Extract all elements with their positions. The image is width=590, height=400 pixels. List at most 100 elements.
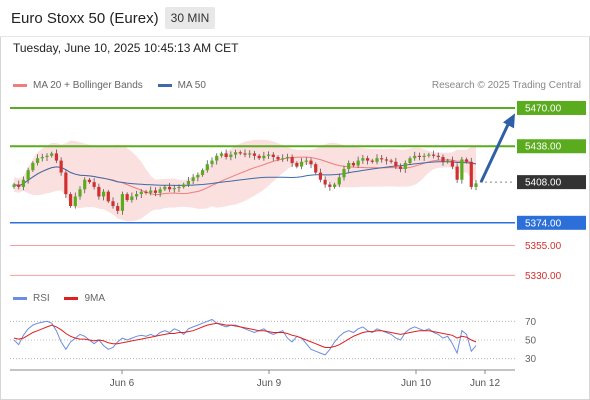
candle-bull bbox=[427, 154, 431, 156]
candle-bear bbox=[389, 160, 393, 162]
candle-bull bbox=[347, 162, 351, 169]
candle-bull bbox=[149, 190, 153, 193]
candle-bull bbox=[73, 196, 77, 207]
candle-bear bbox=[97, 186, 101, 197]
candle-bull bbox=[101, 191, 106, 197]
candle-bear bbox=[54, 153, 59, 161]
header-bar: Euro Stoxx 50 (Eurex) 30 MIN bbox=[0, 0, 590, 37]
candle-bull bbox=[266, 154, 271, 156]
level-label: 5330.00 bbox=[525, 271, 562, 282]
candle-bear bbox=[243, 153, 247, 155]
rsi-tick-label: 70 bbox=[525, 317, 537, 328]
candle-bear bbox=[431, 154, 436, 156]
candle-bull bbox=[163, 186, 167, 190]
candle-bull bbox=[342, 168, 346, 178]
candle-bear bbox=[394, 161, 398, 167]
candle-bear bbox=[436, 155, 440, 158]
candle-bull bbox=[356, 160, 360, 166]
candle-bear bbox=[271, 154, 275, 158]
ma50-line bbox=[13, 161, 477, 187]
price-legend: MA 20 + Bollinger Bands MA 50 bbox=[13, 80, 218, 91]
candle-bull bbox=[285, 157, 290, 159]
candle-bull bbox=[233, 152, 238, 155]
candle-bull bbox=[375, 158, 379, 162]
rsi-panel: 70 50 30 bbox=[10, 317, 537, 365]
candle-bear bbox=[106, 191, 110, 202]
candle-bear bbox=[167, 186, 172, 190]
candle-bear bbox=[450, 160, 455, 167]
candle-bear bbox=[370, 160, 374, 162]
candle-bear bbox=[464, 159, 469, 162]
candle-bear bbox=[318, 172, 323, 180]
candle-bear bbox=[64, 172, 68, 195]
candle-bull bbox=[210, 160, 214, 165]
candle-bull bbox=[196, 174, 200, 178]
candle-bull bbox=[134, 194, 139, 197]
legend-label-ma20: MA 20 + Bollinger Bands bbox=[33, 80, 143, 91]
candle-bear bbox=[314, 164, 318, 173]
candle-bull bbox=[186, 180, 191, 185]
candle-bear bbox=[417, 155, 422, 158]
legend-item-rsi: RSI bbox=[13, 293, 50, 304]
candle-bear bbox=[323, 179, 327, 185]
candle-bull bbox=[403, 162, 407, 169]
candle-bull bbox=[158, 189, 162, 193]
candle-bear bbox=[365, 158, 370, 161]
candle-bull bbox=[229, 154, 233, 158]
candle-bull bbox=[337, 177, 341, 185]
candle-bear bbox=[398, 166, 403, 169]
candle-bull bbox=[299, 161, 304, 167]
level-label: 5374.00 bbox=[525, 218, 562, 229]
level-label-bg bbox=[517, 215, 586, 230]
candle-bear bbox=[351, 162, 356, 166]
candle-bull bbox=[182, 184, 186, 187]
candle-bull bbox=[83, 179, 87, 190]
candle-bull bbox=[474, 183, 478, 187]
candle-bear bbox=[441, 157, 445, 162]
candle-bull bbox=[200, 170, 205, 175]
x-tick-label: Jun 9 bbox=[257, 378, 282, 389]
candle-bull bbox=[446, 160, 450, 162]
candle-bear bbox=[295, 162, 299, 167]
candle-bear bbox=[111, 201, 115, 207]
candle-bull bbox=[413, 155, 417, 159]
instrument-title: Euro Stoxx 50 (Eurex) bbox=[11, 10, 159, 27]
credit-label: Research © 2025 Trading Central bbox=[431, 80, 581, 91]
candle-bear bbox=[17, 184, 21, 187]
level-label-bg bbox=[517, 100, 586, 115]
candle-bull bbox=[177, 186, 181, 189]
forecast-arrow-shaft bbox=[479, 121, 511, 183]
candle-bear bbox=[290, 157, 294, 163]
candle-bull bbox=[172, 188, 176, 190]
legend-item-ma20: MA 20 + Bollinger Bands bbox=[13, 80, 143, 91]
x-tick-label: Jun 12 bbox=[470, 378, 500, 389]
candle-bull bbox=[130, 196, 134, 201]
candle-bull bbox=[21, 179, 26, 187]
candle-bear bbox=[469, 161, 473, 187]
x-tick-label: Jun 6 bbox=[110, 378, 135, 389]
candle-bull bbox=[262, 155, 266, 159]
candle-bull bbox=[12, 184, 16, 187]
candle-bull bbox=[361, 158, 365, 161]
level-lines-layer bbox=[10, 106, 515, 276]
candle-bull bbox=[45, 155, 49, 158]
candle-bear bbox=[153, 190, 158, 193]
candle-bull bbox=[50, 153, 54, 156]
candle-bear bbox=[125, 194, 129, 201]
legend-label-rsi-ma: 9MA bbox=[84, 293, 106, 304]
timeframe-badge[interactable]: 30 MIN bbox=[165, 7, 215, 29]
candle-bull bbox=[35, 158, 40, 163]
candle-bear bbox=[257, 155, 261, 159]
candle-bear bbox=[59, 160, 63, 173]
candle-bull bbox=[120, 194, 125, 211]
level-label: 5408.00 bbox=[525, 178, 562, 189]
level-label: 5438.00 bbox=[525, 142, 562, 153]
legend-item-ma50: MA 50 bbox=[157, 80, 206, 91]
rsi-line bbox=[13, 318, 477, 356]
candle-bull bbox=[215, 155, 219, 161]
candle-bull bbox=[31, 162, 35, 171]
candle-bull bbox=[78, 189, 82, 197]
level-labels-layer: 5470.00 5438.00 5408.00 5374.00 5355.00 5330.… bbox=[517, 100, 586, 282]
candle-bear bbox=[276, 157, 280, 160]
